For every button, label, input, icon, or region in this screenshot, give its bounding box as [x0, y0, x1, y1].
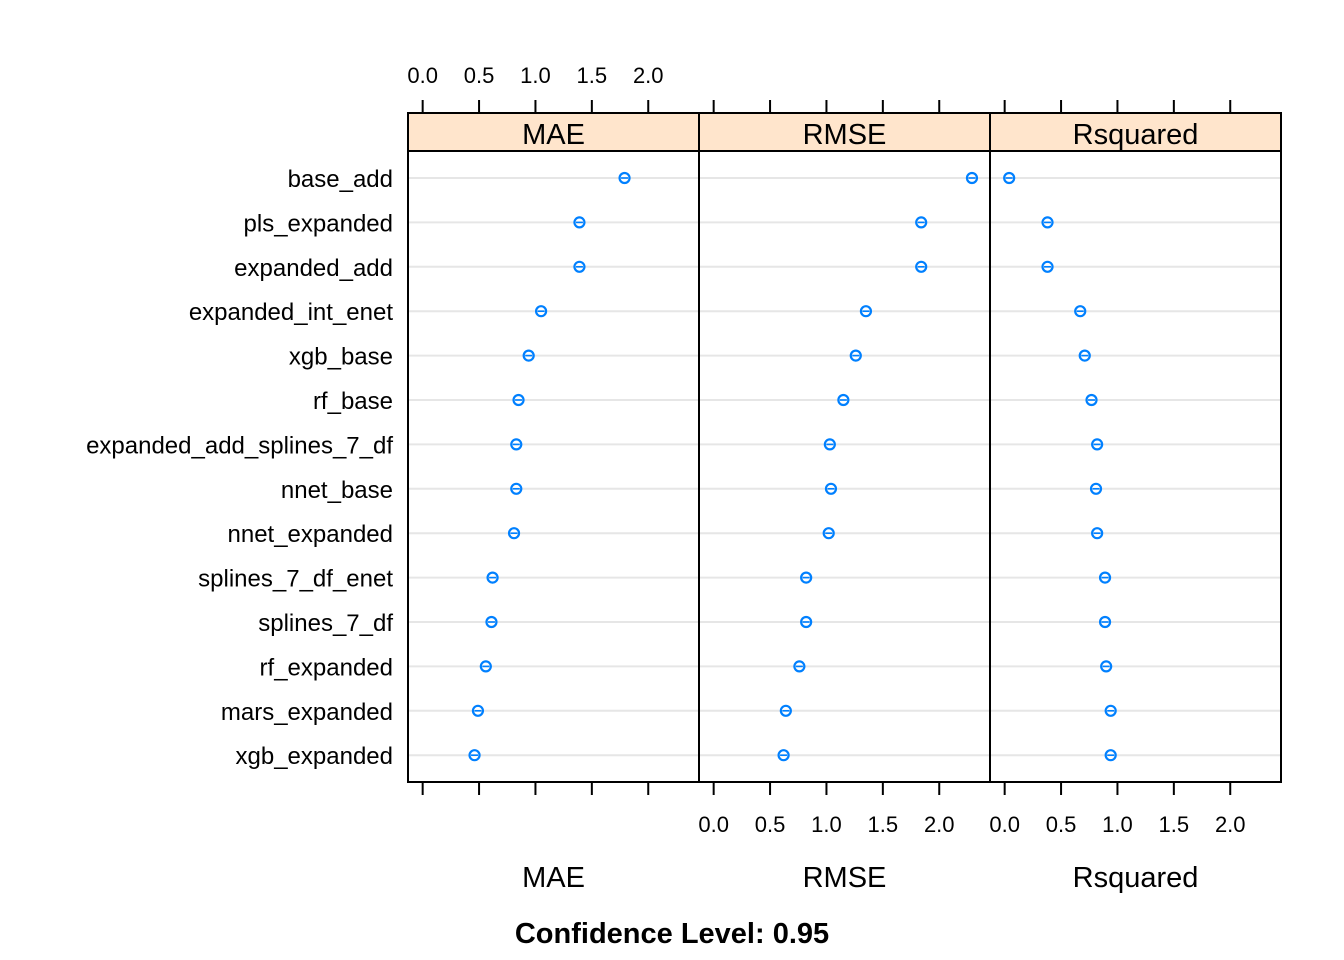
- data-point: [1041, 260, 1054, 273]
- panel-mae: MAE: [407, 112, 700, 783]
- bottom-label-rsquared: Rsquared: [1073, 862, 1199, 894]
- top-tick-label: 2.0: [633, 63, 664, 88]
- data-point: [512, 393, 525, 407]
- data-point: [1085, 393, 1098, 407]
- data-point: [965, 171, 979, 185]
- model-label: nnet_base: [281, 477, 393, 504]
- strip-bg: [699, 113, 990, 151]
- data-point: [1100, 660, 1113, 673]
- model-label: expanded_add: [234, 255, 393, 282]
- top-tick-label: 1.0: [520, 63, 551, 88]
- model-label: xgb_expanded: [236, 743, 393, 770]
- bottom-tick-label: 0.5: [755, 812, 786, 837]
- data-point: [1091, 527, 1104, 540]
- bottom-axes: 0.0 0.5 1.0 1.5 2.0 0.0 0.5 1.0 1.5 2.0: [421, 782, 1246, 837]
- bottom-tick-label: 0.0: [989, 812, 1020, 837]
- data-point: [915, 216, 928, 229]
- panel-bottom-labels: MAE RMSE Rsquared: [522, 862, 1198, 894]
- data-point: [1104, 749, 1117, 762]
- model-labels: base_add pls_expanded expanded_add expanded…: [86, 166, 393, 770]
- data-point: [824, 482, 838, 495]
- top-tick-label: 1.5: [577, 63, 608, 88]
- bottom-tick-label: 1.5: [868, 812, 899, 837]
- data-point: [859, 305, 873, 318]
- data-point: [534, 305, 548, 318]
- data-point: [1098, 615, 1112, 629]
- model-label: rf_expanded: [260, 654, 393, 681]
- strip-label: Rsquared: [1073, 119, 1199, 151]
- strip-label: MAE: [522, 119, 585, 151]
- data-point: [479, 660, 492, 673]
- model-label: expanded_add_splines_7_df: [86, 432, 393, 459]
- data-point: [468, 749, 481, 762]
- data-point: [618, 171, 631, 185]
- top-tick-label: 0.0: [407, 63, 438, 88]
- bottom-tick-label: 1.0: [1102, 812, 1133, 837]
- data-point: [1078, 349, 1091, 362]
- data-point: [573, 260, 586, 273]
- panel-frame: [989, 112, 1282, 783]
- data-point: [510, 438, 523, 451]
- strip-bg: [990, 113, 1281, 151]
- data-point: [507, 527, 521, 540]
- data-point: [510, 482, 523, 495]
- strip-label: RMSE: [803, 119, 887, 151]
- model-label: splines_7_df: [258, 610, 393, 637]
- model-label: expanded_int_enet: [189, 299, 394, 326]
- bottom-tick-label: 2.0: [1215, 812, 1246, 837]
- bottom-label-rmse: RMSE: [803, 862, 887, 894]
- data-point: [793, 660, 806, 673]
- panel-rmse: RMSE: [698, 112, 991, 783]
- data-point: [1104, 704, 1117, 717]
- data-point: [522, 349, 535, 362]
- data-point: [486, 571, 499, 584]
- data-point: [1003, 171, 1016, 185]
- data-point: [573, 216, 586, 229]
- data-point: [485, 615, 498, 629]
- bottom-tick-label: 1.5: [1159, 812, 1190, 837]
- data-point: [915, 260, 928, 273]
- data-point: [1091, 438, 1104, 451]
- data-point: [1098, 571, 1112, 584]
- top-axis: 0.0 0.5 1.0 1.5 2.0: [407, 63, 1232, 113]
- model-label: base_add: [288, 166, 393, 193]
- model-label: mars_expanded: [221, 699, 393, 726]
- bottom-tick-label: 0.5: [1046, 812, 1077, 837]
- panel-frame: [698, 112, 991, 783]
- panel-rsquared: Rsquared: [989, 112, 1282, 783]
- data-point: [849, 349, 862, 362]
- data-point: [822, 527, 835, 540]
- model-label: splines_7_df_enet: [198, 566, 393, 593]
- data-point: [823, 438, 836, 451]
- model-label: nnet_expanded: [228, 521, 394, 548]
- data-point: [779, 704, 792, 717]
- data-point: [777, 749, 790, 762]
- strip-bg: [408, 113, 699, 151]
- data-point: [1074, 305, 1087, 318]
- top-tick-label: 0.5: [464, 63, 495, 88]
- confidence-footer: Confidence Level: 0.95: [515, 918, 829, 950]
- bottom-tick-label: 2.0: [924, 812, 955, 837]
- data-point: [800, 615, 813, 629]
- data-point: [1089, 482, 1103, 495]
- data-point: [471, 704, 485, 717]
- bottom-tick-label: 0.0: [698, 812, 729, 837]
- model-label: rf_base: [313, 388, 393, 415]
- panel-frame: [407, 112, 700, 783]
- data-point: [1041, 216, 1054, 229]
- bottom-tick-label: 1.0: [811, 812, 842, 837]
- model-label: xgb_base: [289, 344, 393, 371]
- model-label: pls_expanded: [244, 210, 393, 237]
- data-point: [800, 571, 813, 584]
- bottom-label-mae: MAE: [522, 862, 585, 894]
- data-point: [837, 393, 850, 407]
- panels: MAE RMSE Rsquared: [407, 112, 1282, 783]
